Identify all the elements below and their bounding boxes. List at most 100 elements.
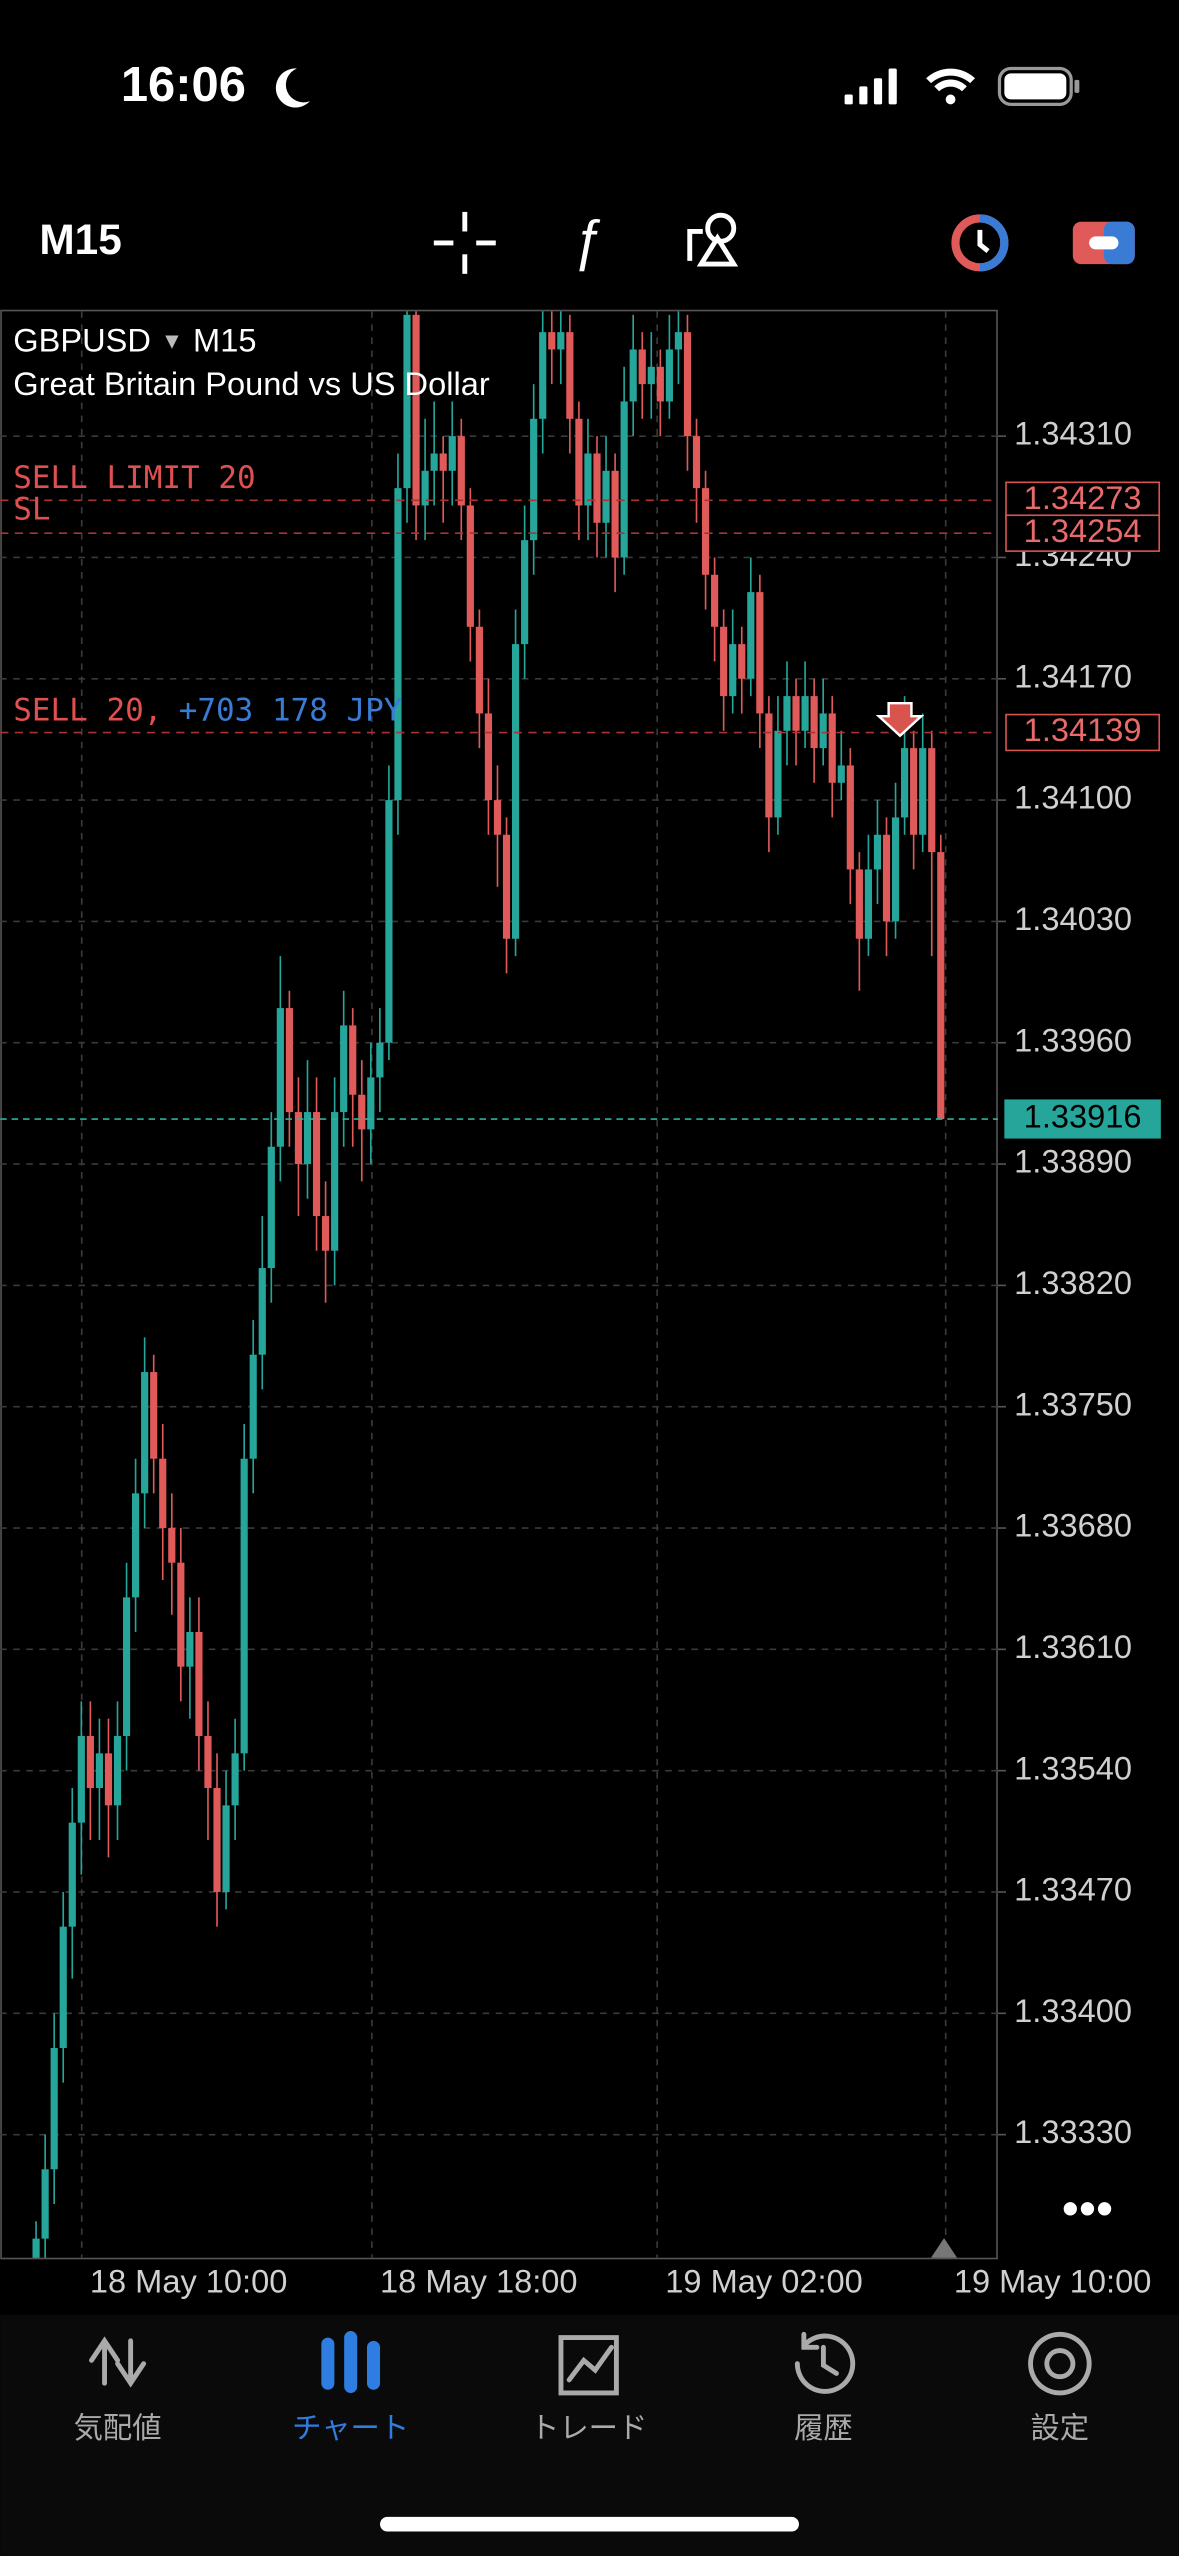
overlay: 1.343101.342401.341701.341001.340301.339… (0, 415, 1161, 2299)
candle-body (421, 470, 429, 506)
candle-body (493, 800, 502, 835)
candle-body (376, 1042, 384, 1078)
candle-body (602, 470, 610, 523)
candle-body (656, 366, 664, 402)
candle-body (792, 696, 800, 731)
candle-body (331, 1112, 339, 1251)
candle-body (195, 1632, 203, 1737)
chart-header: GBPUSD ▼ M15 (13, 321, 256, 358)
grid (0, 311, 1006, 2258)
candle-body (141, 1372, 149, 1494)
order-price-label: 1.34139 (1024, 711, 1142, 748)
candle-body (448, 436, 456, 471)
candle-body (738, 644, 746, 679)
y-tick-label: 1.33330 (1014, 2113, 1132, 2150)
candle-body (340, 1025, 348, 1113)
candle-body (683, 332, 692, 437)
y-tick-label: 1.33400 (1014, 1992, 1132, 2029)
candle-body (113, 1736, 122, 1806)
candle-body (240, 1458, 248, 1754)
y-tick-label: 1.33680 (1014, 1507, 1132, 1544)
candle-body (620, 401, 628, 558)
candle-body (403, 314, 411, 489)
candle-body (819, 713, 827, 749)
nav-label[interactable]: 設定 (1030, 2412, 1089, 2445)
order-type: SELL 20, (13, 692, 162, 728)
more-button[interactable]: ••• (1062, 2182, 1113, 2236)
y-tick-label: 1.33540 (1014, 1749, 1132, 1786)
candle-body (59, 1926, 67, 2048)
trade-button[interactable] (1072, 221, 1135, 265)
candle-body (258, 1268, 266, 1355)
candle-body (629, 349, 637, 402)
y-tick-label: 1.34170 (1014, 657, 1132, 694)
candle-body (41, 2169, 49, 2239)
nav-icon[interactable] (89, 2336, 147, 2388)
nav-icon[interactable] (321, 2331, 381, 2393)
nav-label[interactable]: 履歴 (794, 2412, 853, 2445)
candle-body (349, 1025, 357, 1095)
candle-body (575, 418, 583, 506)
candle-body (159, 1458, 167, 1529)
candle-body (919, 748, 927, 835)
nav-label[interactable]: トレード (530, 2412, 647, 2445)
candle-body (177, 1562, 185, 1667)
candle-body (720, 626, 728, 697)
candle-body (665, 349, 673, 402)
candle-body (530, 418, 538, 541)
chart-timeframe: M15 (193, 321, 256, 358)
candle-body (484, 713, 493, 801)
candle-body (846, 765, 854, 870)
candle-body (475, 626, 483, 714)
y-tick-label: 1.34100 (1014, 779, 1132, 816)
y-tick-label: 1.34030 (1014, 900, 1132, 937)
candle-body (430, 453, 438, 471)
candle-body (502, 834, 511, 939)
nav-icon[interactable] (1028, 2331, 1092, 2396)
current-price-box (1004, 1099, 1161, 1139)
candle-body (901, 748, 909, 818)
account-button[interactable] (951, 214, 1009, 272)
y-tick-label: 1.34310 (1014, 415, 1132, 452)
objects-button[interactable] (687, 212, 739, 267)
candle-body (810, 696, 818, 749)
candle-body (593, 453, 601, 523)
candle-body (711, 574, 719, 627)
candle-body (864, 869, 872, 939)
nav-icon[interactable] (794, 2331, 856, 2394)
crosshair-button[interactable] (433, 211, 496, 274)
order-type: SELL LIMIT 20 (13, 460, 255, 496)
candle-body (855, 869, 863, 939)
candle-body (511, 644, 520, 939)
nav-label[interactable]: 気配値 (74, 2412, 162, 2445)
candle-body (322, 1216, 330, 1251)
candle-body (303, 1112, 312, 1165)
nav-label[interactable]: チャート (292, 2412, 409, 2445)
candle-body (873, 834, 882, 870)
sell-arrow (875, 701, 925, 738)
candle-body (95, 1753, 103, 1789)
nav-icon[interactable] (558, 2335, 619, 2396)
candle-body (828, 713, 836, 783)
home-indicator (380, 2516, 799, 2532)
candle-body (539, 332, 547, 419)
timeframe-button[interactable]: M15 (39, 216, 121, 263)
current-price-label: 1.33916 (1024, 1098, 1142, 1135)
y-tick-label: 1.33960 (1014, 1021, 1132, 1058)
order-type: SL (13, 491, 50, 527)
candle-body (729, 644, 737, 697)
moon-icon (275, 68, 310, 108)
symbol-dropdown[interactable]: ▼ (161, 327, 184, 353)
x-tick-label: 18 May 18:00 (380, 2262, 578, 2299)
candle-body (150, 1372, 158, 1459)
candle-body (168, 1528, 176, 1563)
indicators-button[interactable]: ƒ (572, 209, 603, 272)
candle-body (294, 1112, 303, 1165)
y-tick-label: 1.33610 (1014, 1628, 1132, 1665)
order-price-box (1005, 481, 1161, 520)
order-price-box (1005, 713, 1161, 752)
order-label: SL (13, 491, 50, 527)
